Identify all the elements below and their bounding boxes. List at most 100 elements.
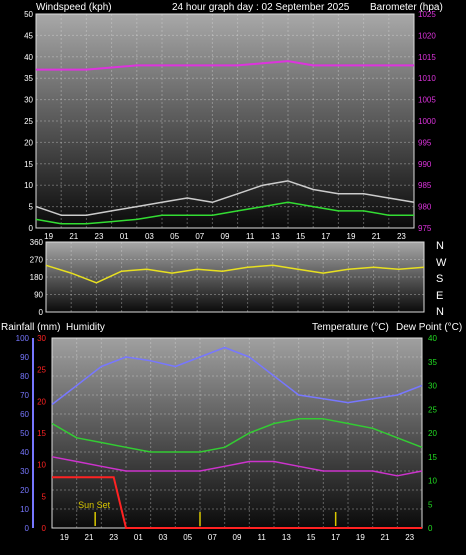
rainfall-y-tick-label: 10 [37, 461, 46, 470]
wind-y-tick-label: 50 [24, 10, 33, 19]
temperature-x-tick-label: 15 [307, 533, 316, 542]
baro-y-tick-label: 1015 [418, 53, 436, 62]
wind-x-tick-label: 17 [321, 232, 330, 241]
humidity-y-tick-label: 80 [20, 372, 29, 381]
humidity-y-tick-label: 70 [20, 391, 29, 400]
windspeed-axis-label: Windspeed (kph) [36, 2, 112, 13]
humidity-y-tick-label: 100 [16, 334, 30, 343]
chart-title: 24 hour graph day : 02 September 2025 [172, 2, 350, 13]
baro-y-tick-label: 990 [418, 160, 432, 169]
wind-x-tick-label: 13 [271, 232, 280, 241]
humidity-y-tick-label: 90 [20, 353, 29, 362]
temperature-y-tick-label: 0 [428, 524, 433, 533]
baro-y-tick-label: 1005 [418, 96, 436, 105]
wind-gust-line [35, 180, 415, 216]
temperature-x-tick-label: 17 [331, 533, 340, 542]
temperature-line [51, 418, 423, 453]
temperature-y-tick-label: 5 [428, 500, 433, 509]
wind-x-tick-label: 19 [347, 232, 356, 241]
temperature-x-tick-label: 13 [282, 533, 291, 542]
temperature-y-tick-label: 20 [428, 429, 437, 438]
wind-x-tick-label: 15 [296, 232, 305, 241]
rainfall-y-tick-label: 5 [42, 492, 47, 501]
rainfall-line [52, 476, 422, 529]
direction-label-s: S [436, 273, 443, 285]
humidity-y-tick-label: 10 [20, 505, 29, 514]
wind-x-tick-label: 19 [44, 232, 53, 241]
humidity-axis-label: Humidity [66, 322, 105, 333]
direction-panel-frame [45, 241, 425, 313]
temperature-x-tick-label: 21 [381, 533, 390, 542]
direction-label-n1: N [436, 240, 444, 252]
humidity-y-tick-label: 0 [25, 524, 30, 533]
humidity-line [51, 346, 423, 406]
wind-x-tick-label: 21 [69, 232, 78, 241]
dewpoint-line [51, 456, 423, 477]
wind-average-line [35, 201, 414, 225]
baro-y-tick-label: 1020 [418, 31, 436, 40]
rainfall-y-tick-label: 30 [37, 334, 46, 343]
direction-y-tick-label: 90 [34, 291, 43, 300]
wind-x-tick-label: 05 [170, 232, 179, 241]
temperature-panel-background [52, 338, 422, 528]
humidity-y-tick-label: 20 [20, 486, 29, 495]
humidity-y-tick-label: 50 [20, 429, 29, 438]
wind-y-tick-label: 5 [29, 203, 34, 212]
baro-y-tick-label: 995 [418, 138, 432, 147]
direction-y-tick-label: 360 [30, 238, 44, 247]
rainfall-axis-label: Rainfall (mm) [1, 322, 60, 333]
wind-panel-frame [35, 13, 415, 229]
temperature-y-tick-label: 30 [428, 382, 437, 391]
temperature-x-tick-label: 09 [233, 533, 242, 542]
temperature-x-tick-label: 23 [109, 533, 118, 542]
direction-label-e: E [436, 290, 443, 302]
temperature-x-tick-label: 01 [134, 533, 143, 542]
baro-y-tick-label: 1000 [418, 117, 436, 126]
temperature-y-tick-label: 10 [428, 477, 437, 486]
temperature-x-tick-label: 11 [258, 533, 267, 542]
wind-panel-background [36, 14, 414, 228]
baro-y-tick-label: 980 [418, 203, 432, 212]
humidity-y-tick-label: 60 [20, 410, 29, 419]
wind-y-tick-label: 0 [29, 224, 34, 233]
wind-y-tick-label: 30 [24, 96, 33, 105]
sun-set-annotation: Sun Set [78, 500, 111, 510]
wind-x-tick-label: 07 [195, 232, 204, 241]
temperature-x-tick-label: 05 [183, 533, 192, 542]
temperature-y-tick-label: 25 [428, 405, 437, 414]
dewpoint-axis-label: Dew Point (°C) [396, 322, 462, 333]
humidity-y-tick-label: 30 [20, 467, 29, 476]
wind-y-tick-label: 10 [24, 181, 33, 190]
rainfall-y-tick-label: 15 [37, 429, 46, 438]
temperature-x-tick-label: 19 [356, 533, 365, 542]
temperature-y-tick-label: 35 [428, 358, 437, 367]
wind-y-tick-label: 15 [24, 160, 33, 169]
baro-y-tick-label: 975 [418, 224, 432, 233]
wind-y-tick-label: 45 [24, 31, 33, 40]
wind-y-tick-label: 35 [24, 74, 33, 83]
humidity-y-tick-label: 40 [20, 448, 29, 457]
direction-y-tick-label: 270 [30, 256, 44, 265]
wind-x-tick-label: 09 [221, 232, 230, 241]
wind-direction-line [45, 264, 425, 284]
direction-y-tick-label: 0 [39, 308, 44, 317]
wind-y-tick-label: 25 [24, 117, 33, 126]
rainfall-y-tick-label: 20 [37, 397, 46, 406]
wind-y-tick-label: 20 [24, 138, 33, 147]
direction-y-tick-label: 180 [30, 273, 44, 282]
wind-y-tick-label: 40 [24, 53, 33, 62]
wind-x-tick-label: 23 [397, 232, 406, 241]
chart-marks-layer: 0510152025303540455097598098599099510001… [16, 10, 438, 542]
wind-x-tick-label: 03 [145, 232, 154, 241]
wind-x-tick-label: 01 [120, 232, 129, 241]
baro-y-tick-label: 1025 [418, 10, 436, 19]
rainfall-y-tick-label: 0 [42, 524, 47, 533]
direction-label-w: W [436, 257, 447, 269]
temperature-y-tick-label: 40 [428, 334, 437, 343]
temperature-x-tick-label: 07 [208, 533, 217, 542]
temperature-x-tick-label: 03 [159, 533, 168, 542]
barometer-line [36, 60, 414, 71]
temperature-axis-label: Temperature (°C) [312, 322, 389, 333]
